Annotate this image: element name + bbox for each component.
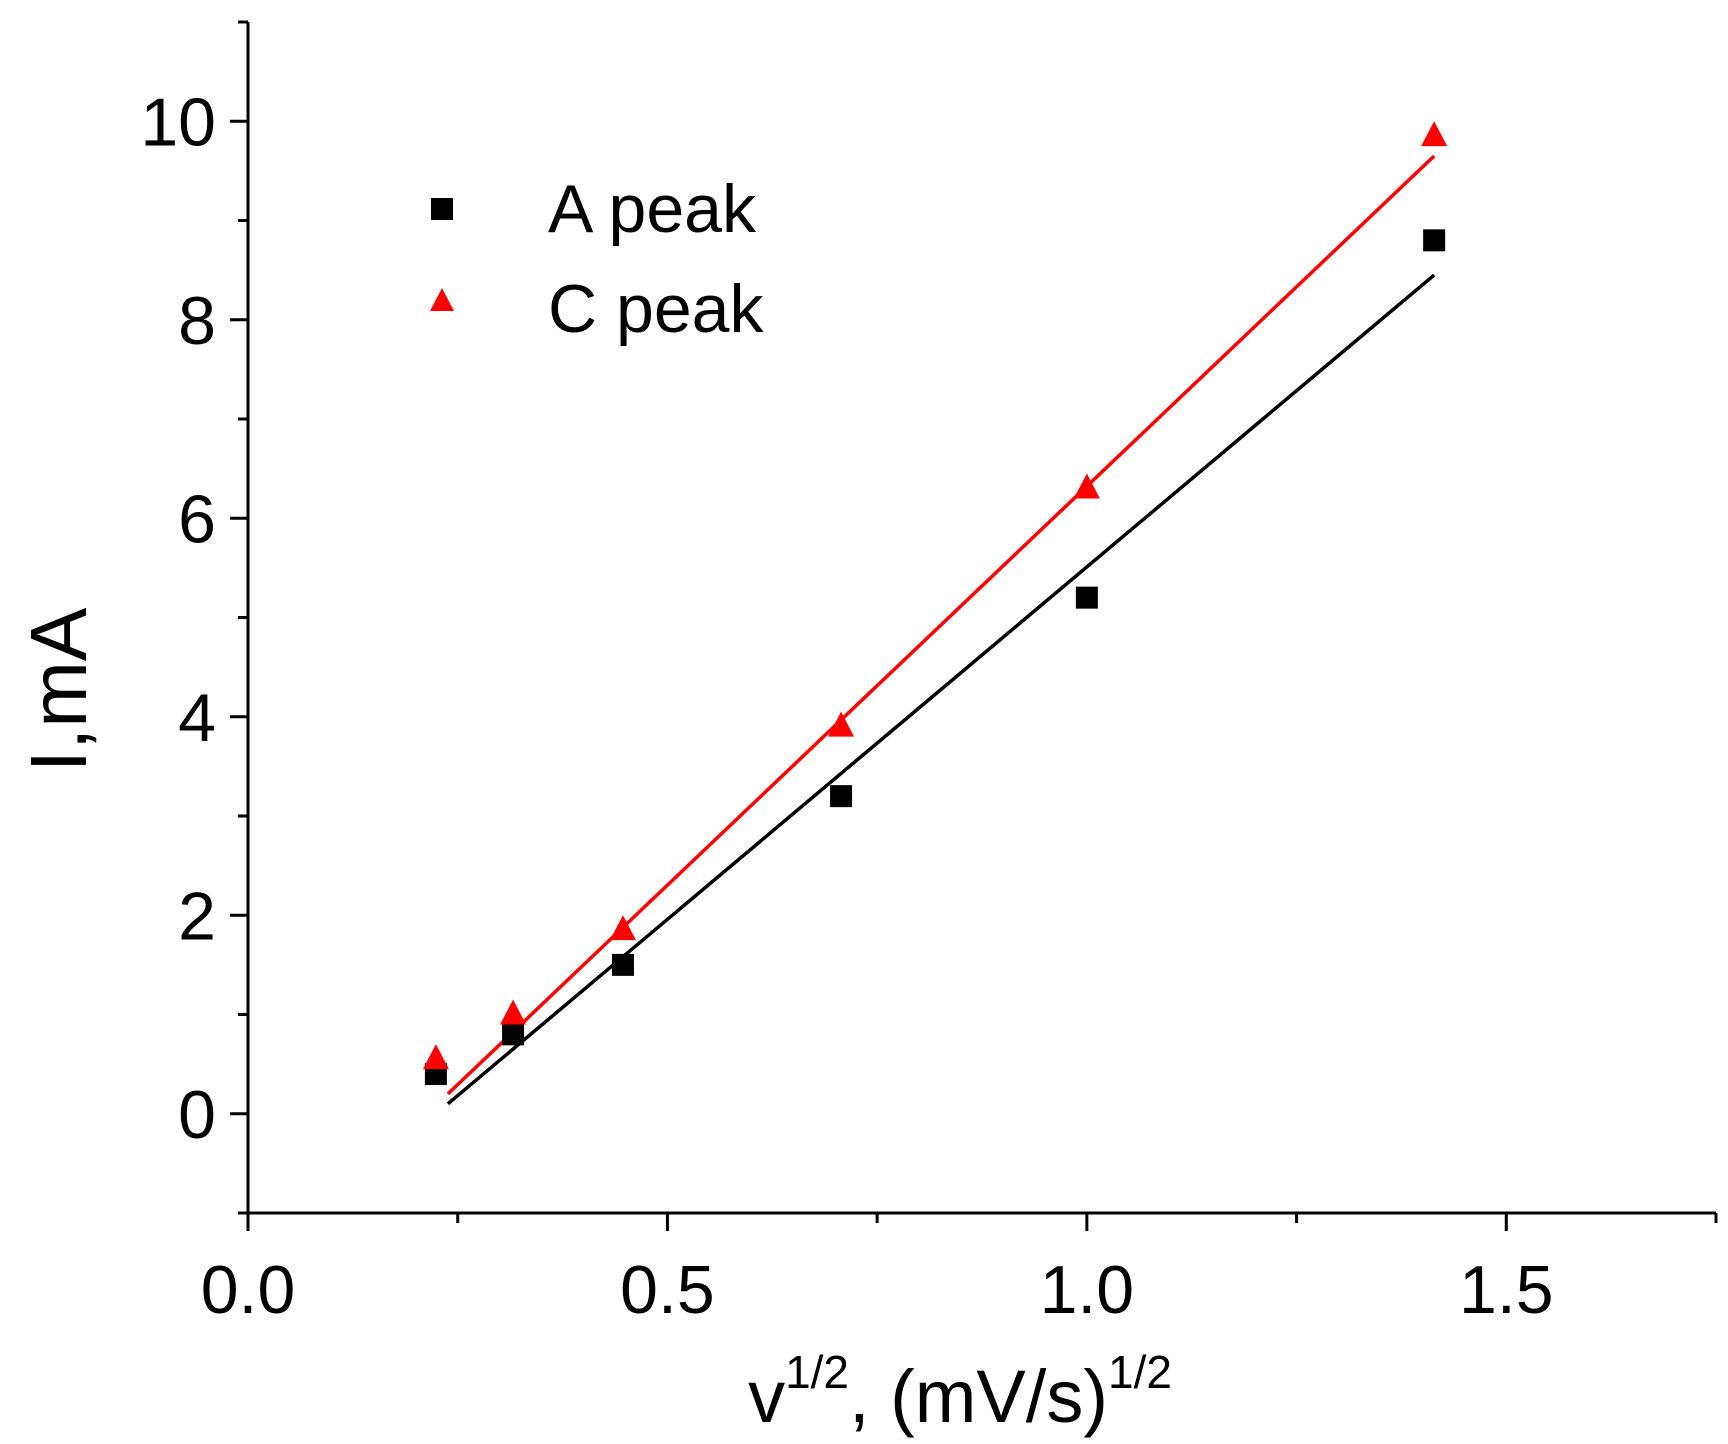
legend: A peak C peak bbox=[430, 171, 764, 347]
y-tick-label: 4 bbox=[178, 680, 216, 756]
x-axis-label-sup1: 1/2 bbox=[785, 1346, 849, 1398]
data-points bbox=[422, 121, 1448, 1086]
point-a-peak bbox=[830, 785, 853, 808]
legend-marker-c-peak bbox=[430, 288, 454, 311]
point-c-peak bbox=[609, 915, 636, 941]
legend-marker-a-peak bbox=[431, 198, 453, 220]
x-axis-label-sup2: 1/2 bbox=[1108, 1346, 1172, 1398]
x-tick-label: 1.0 bbox=[1040, 1252, 1135, 1328]
point-a-peak bbox=[1075, 586, 1098, 609]
point-a-peak bbox=[1423, 229, 1446, 252]
point-c-peak bbox=[1073, 473, 1100, 499]
x-axis-label-mid: , (mV/s) bbox=[849, 1355, 1108, 1438]
fit-line-a-peak bbox=[446, 273, 1436, 1106]
point-c-peak bbox=[828, 711, 855, 737]
point-c-peak bbox=[422, 1044, 449, 1070]
legend-label-a-peak: A peak bbox=[548, 171, 757, 247]
ticks: 0.0 0.5 1.0 1.5 0 2 4 6 8 10 bbox=[140, 20, 1718, 1328]
point-c-peak bbox=[1421, 121, 1448, 147]
point-a-peak bbox=[611, 953, 634, 976]
y-axis-label: I,mA bbox=[14, 607, 103, 772]
point-c-peak bbox=[500, 999, 527, 1025]
y-tick-label: 8 bbox=[178, 283, 216, 359]
y-tick-label: 2 bbox=[178, 878, 216, 954]
y-tick-label: 6 bbox=[178, 481, 216, 557]
y-tick-label: 10 bbox=[140, 84, 216, 160]
axes bbox=[246, 22, 1716, 1215]
x-tick-label: 0.5 bbox=[620, 1252, 715, 1328]
legend-label-c-peak: C peak bbox=[548, 271, 764, 347]
x-axis-label: v1/2, (mV/s)1/2 bbox=[748, 1346, 1172, 1438]
x-tick-label: 1.5 bbox=[1459, 1252, 1554, 1328]
x-tick-label: 0.0 bbox=[201, 1252, 296, 1328]
y-tick-label: 0 bbox=[178, 1077, 216, 1153]
x-axis-label-base: v bbox=[748, 1355, 785, 1438]
point-a-peak bbox=[502, 1023, 525, 1046]
